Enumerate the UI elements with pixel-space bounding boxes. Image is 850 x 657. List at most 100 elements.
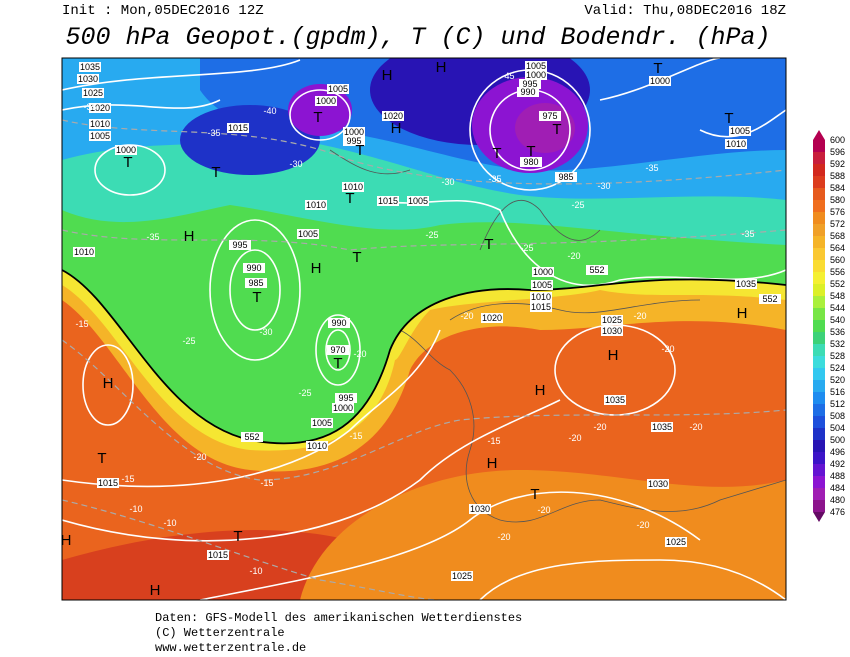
isobar-label: 1020 xyxy=(383,111,403,121)
legend-label: 508 xyxy=(830,411,845,421)
legend-swatch xyxy=(813,260,825,272)
temperature-label: -25 xyxy=(298,388,311,398)
legend-label: 544 xyxy=(830,303,845,313)
isobar-label: 1010 xyxy=(74,247,94,257)
legend-swatch xyxy=(813,200,825,212)
temperature-label: -15 xyxy=(487,436,500,446)
pressure-symbol: T xyxy=(97,450,106,467)
isobar-label: 1000 xyxy=(333,403,353,413)
valid-time: Valid: Thu,08DEC2016 18Z xyxy=(584,3,786,19)
isobar-label: 1035 xyxy=(605,395,625,405)
isobar-label: 1030 xyxy=(470,504,490,514)
label-box xyxy=(311,418,333,428)
isobar-label: 1030 xyxy=(78,74,98,84)
pressure-symbol: T xyxy=(492,145,501,162)
temperature-label: -25 xyxy=(425,230,438,240)
isobar-label: 1035 xyxy=(736,279,756,289)
legend-swatch xyxy=(813,188,825,200)
temperature-label: -25 xyxy=(571,200,584,210)
legend-label: 484 xyxy=(830,483,845,493)
temperature-label: -20 xyxy=(568,433,581,443)
label-box xyxy=(525,70,547,80)
footer-line: www.wetterzentrale.de xyxy=(155,641,306,655)
legend-swatch xyxy=(813,488,825,500)
legend-swatch xyxy=(813,176,825,188)
temperature-label: -30 xyxy=(259,327,272,337)
label-box xyxy=(604,395,626,405)
label-box xyxy=(601,326,623,336)
legend-swatch xyxy=(813,164,825,176)
legend-label: 564 xyxy=(830,243,845,253)
isobar-label: 970 xyxy=(330,345,345,355)
pressure-symbol: T xyxy=(552,121,561,138)
map-title: 500 hPa Geopot.(gpdm), T (C) und Bodendr… xyxy=(65,23,770,52)
isobar-label: 995 xyxy=(338,393,353,403)
label-box xyxy=(82,88,104,98)
label-box xyxy=(481,313,503,323)
label-box xyxy=(651,422,673,432)
isobar-label: 1000 xyxy=(650,76,670,86)
legend-label: 588 xyxy=(830,171,845,181)
label-box xyxy=(519,79,541,89)
pressure-symbol: H xyxy=(184,228,195,245)
zone xyxy=(180,105,320,175)
isobar-label: 995 xyxy=(346,136,361,146)
isobar-label: 1000 xyxy=(533,267,553,277)
temperature-label: -10 xyxy=(249,566,262,576)
isobar-label: 1000 xyxy=(116,145,136,155)
legend-swatch xyxy=(813,248,825,260)
legend-label: 480 xyxy=(830,495,845,505)
isobar-label: 975 xyxy=(542,111,557,121)
isobar-label: 1025 xyxy=(602,315,622,325)
legend-arrow xyxy=(813,130,825,140)
legend-label: 516 xyxy=(830,387,845,397)
temperature-label: -35 xyxy=(207,128,220,138)
temperature-label: -15 xyxy=(260,478,273,488)
legend-swatch xyxy=(813,428,825,440)
pressure-symbol: T xyxy=(352,249,361,266)
label-box xyxy=(729,126,751,136)
label-box xyxy=(342,182,364,192)
legend-swatch xyxy=(813,320,825,332)
legend-label: 576 xyxy=(830,207,845,217)
label-box xyxy=(89,119,111,129)
isobar-label: 1030 xyxy=(602,326,622,336)
isobar-label: 980 xyxy=(523,157,538,167)
temperature-label: -20 xyxy=(689,422,702,432)
legend-label: 524 xyxy=(830,363,845,373)
label-box xyxy=(377,196,399,206)
legend-label: 548 xyxy=(830,291,845,301)
isobar-label: 552 xyxy=(762,294,777,304)
isobar-label: 1015 xyxy=(228,123,248,133)
temperature-label: -25 xyxy=(520,243,533,253)
temperature-label: -20 xyxy=(193,452,206,462)
legend-label: 528 xyxy=(830,351,845,361)
label-box xyxy=(229,240,251,250)
pressure-symbol: T xyxy=(355,142,364,159)
temperature-label: -45 xyxy=(501,71,514,81)
label-box xyxy=(115,145,137,155)
label-box xyxy=(649,76,671,86)
isobar-label: 985 xyxy=(248,278,263,288)
legend-label: 512 xyxy=(830,399,845,409)
label-box xyxy=(525,61,547,71)
pressure-symbol: T xyxy=(530,486,539,503)
temperature-label: -25 xyxy=(182,336,195,346)
isobar-label: 1005 xyxy=(328,84,348,94)
isobar-label: 1010 xyxy=(90,119,110,129)
legend-label: 556 xyxy=(830,267,845,277)
temperature-label: -10 xyxy=(163,518,176,528)
legend-label: 476 xyxy=(830,507,845,517)
label-box xyxy=(530,292,552,302)
isotherms xyxy=(62,119,786,600)
legend-label: 560 xyxy=(830,255,845,265)
footer-line: Daten: GFS-Modell des amerikanischen Wet… xyxy=(155,611,522,625)
legend-swatch xyxy=(813,212,825,224)
temperature-label: -20 xyxy=(593,422,606,432)
legend-label: 572 xyxy=(830,219,845,229)
label-box xyxy=(469,504,491,514)
pressure-symbol: H xyxy=(737,305,748,322)
label-box xyxy=(520,157,542,167)
temperature-label: -30 xyxy=(289,159,302,169)
label-box xyxy=(306,441,328,451)
